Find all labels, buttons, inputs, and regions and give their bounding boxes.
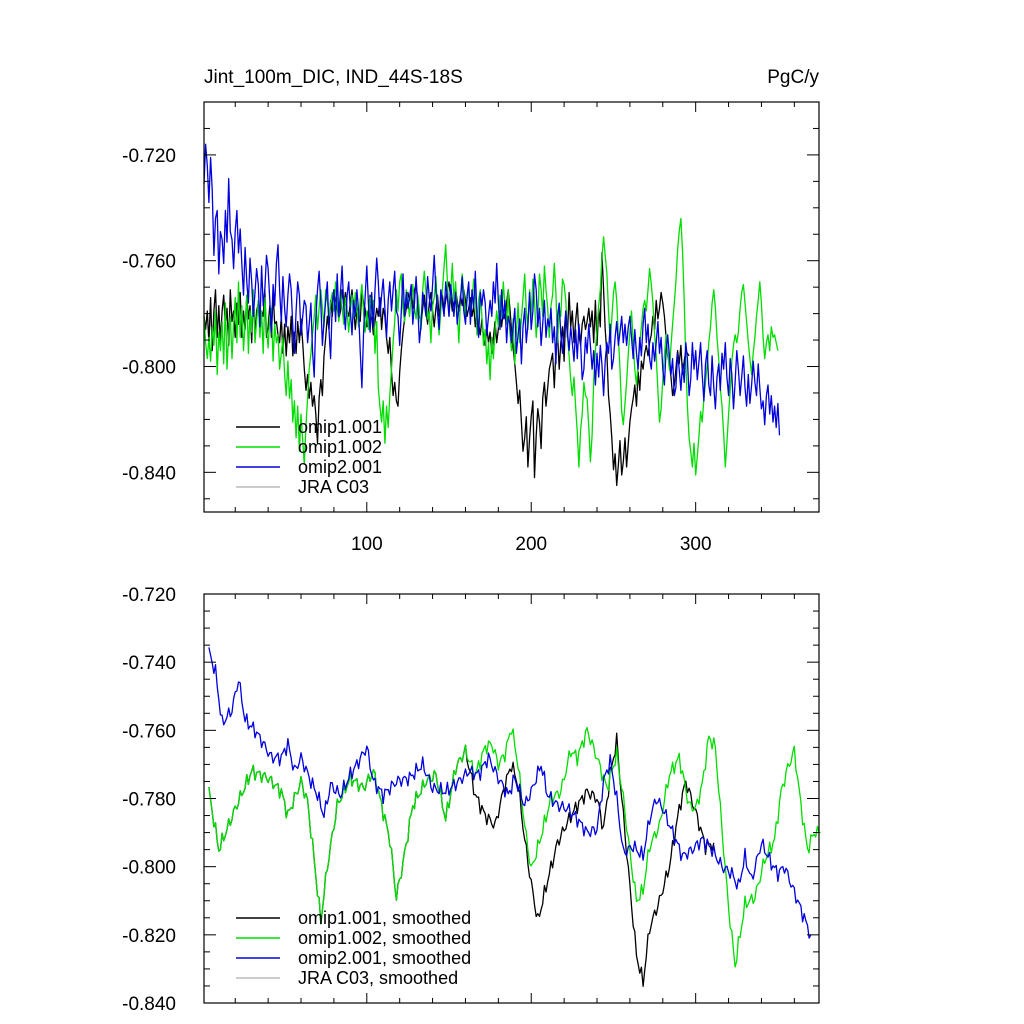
bottom-panel: -0.840 -0.820 -0.800 -0.780 -0.760 -0.740 -0.7… (122, 585, 821, 1015)
top-series-lines (203, 143, 781, 487)
plot-frame (203, 101, 820, 513)
y-tick-label: -0.760 (122, 252, 176, 273)
top-chart-units: PgC/y (767, 67, 819, 88)
y-tick-label: -0.840 (122, 463, 176, 484)
y-tick-label: -0.720 (122, 585, 176, 606)
y-tick-label: -0.760 (122, 721, 176, 742)
y-tick-label: -0.840 (122, 994, 176, 1015)
y-tick-label: -0.800 (122, 858, 176, 879)
x-tick-label: 100 (351, 534, 383, 555)
legend-label: JRA C03 (298, 477, 369, 497)
top-axes: 100 200 300 -0.840 -0.800 -0.760 -0.720 (122, 101, 820, 555)
series-line-omip2-001 (203, 143, 781, 436)
legend-label: omip2.001 (298, 457, 382, 477)
top-panel: Jint_100m_DIC, IND_44S-18S PgC/y 100 200 3… (122, 67, 820, 555)
y-tick-label: -0.780 (122, 790, 176, 811)
y-tick-label: -0.740 (122, 653, 176, 674)
legend-label: omip1.002 (298, 437, 382, 457)
legend-label: omip2.001, smoothed (298, 948, 471, 968)
x-tick-label: 200 (515, 534, 547, 555)
top-chart-title: Jint_100m_DIC, IND_44S-18S (204, 67, 463, 88)
bottom-series-lines (208, 647, 821, 987)
legend-label: JRA C03, smoothed (298, 968, 458, 988)
legend-label: omip1.001 (298, 417, 382, 437)
plot-frame (203, 593, 820, 1004)
legend-label: omip1.001, smoothed (298, 908, 471, 928)
y-tick-label: -0.800 (122, 358, 176, 379)
series-line-omip2-001-smoothed (208, 647, 812, 939)
bottom-axes: -0.840 -0.820 -0.800 -0.780 -0.760 -0.740 -0.7… (122, 585, 820, 1015)
x-tick-label: 300 (680, 534, 712, 555)
series-line-omip1-002 (203, 217, 779, 476)
y-tick-label: -0.720 (122, 146, 176, 167)
legend-label: omip1.002, smoothed (298, 928, 471, 948)
y-tick-label: -0.820 (122, 926, 176, 947)
series-line-omip1-002-smoothed (208, 726, 821, 968)
